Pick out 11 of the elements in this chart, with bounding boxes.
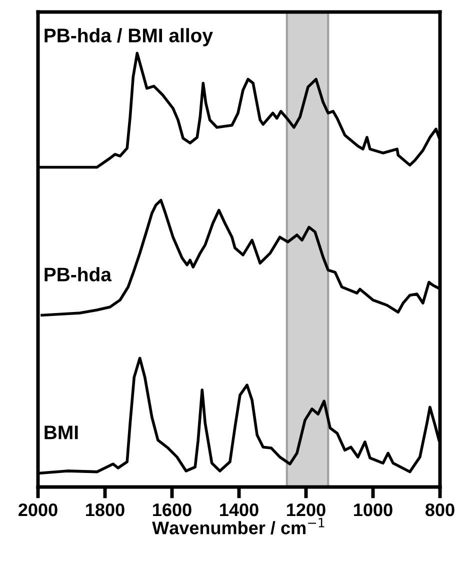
series-label: BMI — [44, 426, 78, 440]
series-label: PB-hda — [44, 267, 112, 282]
x-tick-label: 1600 — [153, 503, 192, 516]
x-tick-label: 800 — [426, 503, 454, 516]
x-tick-label: 1000 — [354, 503, 392, 516]
x-tick-label: 1400 — [220, 503, 258, 516]
x-tick-label: 1200 — [287, 503, 326, 516]
x-tick-label: 1800 — [86, 503, 124, 516]
x-tick-label: 2000 — [18, 503, 58, 516]
series-label: PB-hda / BMI alloy — [44, 28, 213, 46]
x-axis-title: Wavenumber / cm$^{−1}$ — [152, 518, 324, 535]
